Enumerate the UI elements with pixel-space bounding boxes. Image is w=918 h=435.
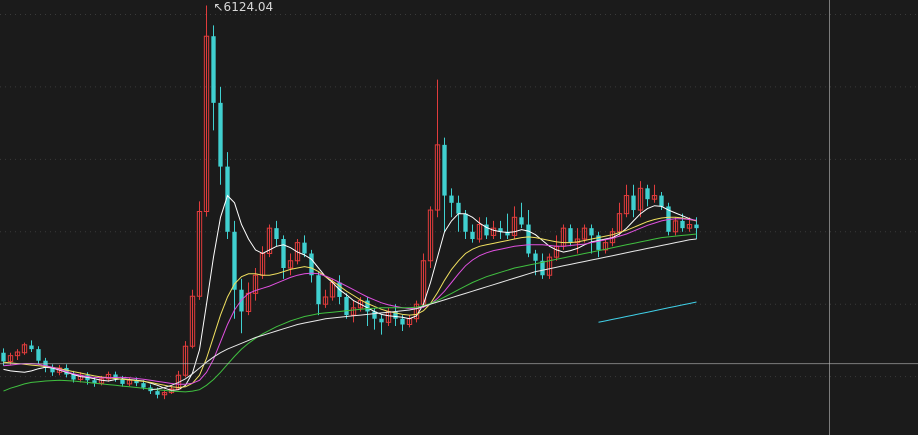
candle-body <box>427 209 434 262</box>
candle-body <box>470 231 475 240</box>
candle-body <box>581 227 588 240</box>
candle-body <box>645 188 650 200</box>
candle-body <box>651 195 658 200</box>
candle-body <box>540 260 545 276</box>
moving-average-layer <box>3 194 697 393</box>
candle-body <box>686 224 693 229</box>
candle-body <box>225 166 230 232</box>
candle-body <box>309 253 314 276</box>
candle-body <box>182 345 189 376</box>
candle-body <box>134 380 139 384</box>
candle-body <box>505 231 510 236</box>
candle-body <box>14 351 21 357</box>
candle-body <box>274 228 279 240</box>
candle-body <box>322 296 329 305</box>
candle-body <box>498 228 503 232</box>
candle-body <box>393 311 398 319</box>
candle-body <box>476 224 483 240</box>
candle-body <box>442 144 447 196</box>
candle-body <box>484 224 489 236</box>
candle-body <box>287 260 294 269</box>
candle-body <box>379 318 384 323</box>
candle-body <box>546 256 553 276</box>
candle-body <box>294 242 301 262</box>
candle-body <box>175 374 182 390</box>
candle-body <box>511 216 518 236</box>
candle-body <box>218 102 223 167</box>
candle-body <box>203 35 210 213</box>
candle-body <box>637 187 644 211</box>
candle-body <box>456 202 461 214</box>
candle-body <box>155 391 160 395</box>
candle-body <box>71 374 76 380</box>
candle-body <box>659 195 664 207</box>
ma-line-5 <box>150 238 697 391</box>
candle-body <box>631 195 636 211</box>
candle-body <box>694 224 699 229</box>
candle-body <box>526 224 531 254</box>
candle-body <box>623 195 630 215</box>
candle-body <box>21 344 28 354</box>
candle-body <box>7 355 14 362</box>
candle-body <box>519 217 524 225</box>
annotation-layer: ↖6124.04 <box>214 0 274 14</box>
candle-body <box>105 373 112 380</box>
candle-body <box>357 300 364 309</box>
peak-high-label: ↖6124.04 <box>214 0 274 14</box>
candle-body <box>463 213 468 232</box>
candle-body <box>196 211 203 297</box>
candle-body <box>568 228 573 243</box>
ma-line-4 <box>3 233 697 393</box>
candle-body <box>596 235 601 250</box>
candle-body <box>574 238 581 244</box>
candle-body <box>533 253 538 261</box>
candle-body <box>302 242 307 254</box>
candle-body <box>344 296 349 316</box>
candle-body <box>232 231 237 290</box>
candle-body <box>589 228 594 236</box>
ma-line-6 <box>598 301 697 323</box>
candle-body <box>672 220 679 233</box>
candle-body <box>29 345 34 350</box>
candle-body <box>43 360 48 368</box>
candle-body <box>36 349 41 361</box>
candle-body <box>434 144 441 211</box>
candle-body <box>365 300 370 312</box>
candle-body <box>1 352 6 362</box>
candle-body <box>616 213 623 233</box>
candle-body <box>316 275 321 305</box>
candle-body <box>120 378 125 384</box>
candle-body <box>400 318 405 325</box>
grid-lines <box>0 13 918 378</box>
candle-body <box>211 36 216 103</box>
candle-body <box>189 295 196 347</box>
ma-line-3 <box>3 218 697 385</box>
candle-body <box>252 274 259 294</box>
candle-body <box>281 239 286 268</box>
candle-body <box>92 380 97 384</box>
candle-body <box>161 392 168 396</box>
candle-body <box>490 227 497 236</box>
candle-body <box>141 383 146 388</box>
candle-body <box>449 195 454 203</box>
candle-body <box>266 227 273 255</box>
candle-body <box>113 374 118 379</box>
candle-body <box>372 311 377 319</box>
candle-body <box>602 242 609 251</box>
candle-body <box>50 367 55 373</box>
ma-line-2 <box>3 216 697 389</box>
candle-body <box>350 307 357 316</box>
candle-body <box>680 220 685 229</box>
